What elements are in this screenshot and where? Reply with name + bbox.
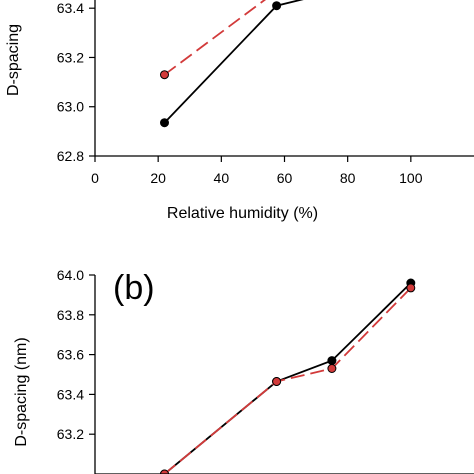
panel-b-series-2-point <box>327 364 337 373</box>
panel-b-series-1-point <box>327 356 337 366</box>
panel-a-series-2-point <box>160 70 169 80</box>
panel-b-y-tick-label: 64.0 <box>57 267 84 283</box>
panel-a-x-tick-label: 60 <box>277 170 293 186</box>
panel-a-y-label: D-spacing <box>5 24 22 96</box>
panel-a-series-1-point <box>272 1 282 11</box>
panel-a-x-tick-label: 80 <box>340 170 356 186</box>
panel-b-panel-label: (b) <box>113 269 155 307</box>
panel-b-series-1-line <box>163 282 412 474</box>
panel-a-series-1-point <box>160 118 169 128</box>
panel-b-series <box>160 278 416 474</box>
panel-a-x-tick-label: 20 <box>150 170 166 186</box>
panel-b-y-tick-label: 63.4 <box>57 386 84 402</box>
panel-a-y-ticks: 62.8 63.0 63.2 63.4 <box>57 0 95 164</box>
panel-a-x-ticks: 0 20 40 60 80 100 <box>91 156 423 186</box>
panel-b-y-tick-label: 63.6 <box>57 347 84 363</box>
panel-a-x-label: Relative humidity (%) <box>167 205 318 222</box>
panel-a-y-tick-label: 62.8 <box>57 148 84 164</box>
panel-b-series-2-point <box>160 469 169 474</box>
panel-a-y-tick-label: 63.4 <box>57 0 84 16</box>
panel-a-x-tick-label: 100 <box>399 170 423 186</box>
panel-b-y-ticks: 63.2 63.4 63.6 63.8 64.0 <box>57 267 95 442</box>
panel-b-y-label: D-spacing (nm) <box>13 337 30 446</box>
panel-b-series-2-point <box>406 283 416 293</box>
panel-a-y-tick-label: 63.0 <box>57 99 84 115</box>
panel-b: 63.2 63.4 63.6 63.8 64.0 D-spacing (nm) (b) <box>13 267 474 474</box>
panel-a-x-tick-label: 0 <box>91 170 99 186</box>
panel-a: 0 20 40 60 80 100 62.8 63.0 63.2 63.4 Relative h… <box>5 0 474 222</box>
panel-a-x-tick-label: 40 <box>214 170 230 186</box>
panel-a-series <box>160 0 304 128</box>
panel-b-series-2-line <box>163 287 412 474</box>
panel-a-series-2-line <box>163 0 267 76</box>
panel-b-series-2-point <box>272 377 282 386</box>
panel-a-series-1-line <box>163 0 304 124</box>
panel-b-y-tick-label: 63.2 <box>57 426 84 442</box>
panel-b-y-tick-label: 63.8 <box>57 307 84 323</box>
panel-a-y-tick-label: 63.2 <box>57 49 84 65</box>
